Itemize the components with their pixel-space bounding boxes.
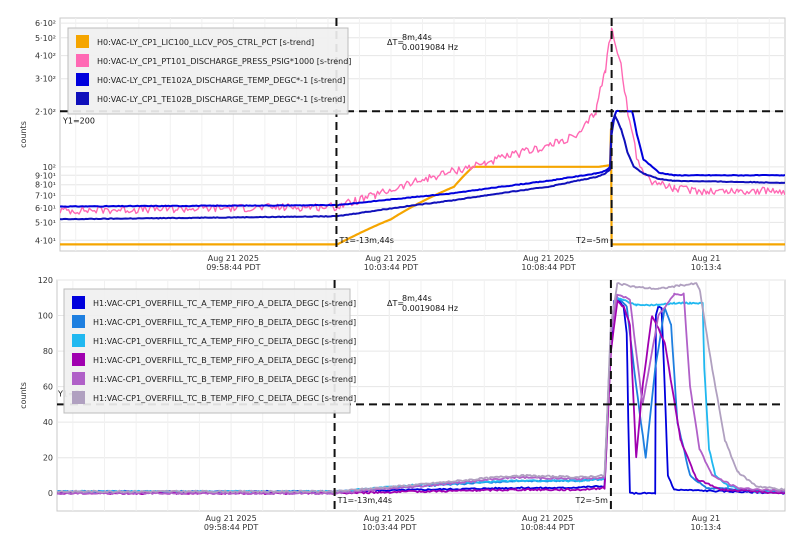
x-tick-label: 10:03:44 PDT <box>362 523 416 532</box>
legend-entry: H1:VAC-CP1_OVERFILL_TC_B_TEMP_FIFO_A_DEL… <box>93 356 356 365</box>
legend-swatch <box>72 372 85 385</box>
cursor-t2-label: T2=-5m <box>574 496 608 505</box>
cursor-y1-label: Y1=200 <box>62 116 95 125</box>
legend-entry: H1:VAC-CP1_OVERFILL_TC_B_TEMP_FIFO_C_DEL… <box>93 394 356 403</box>
y-tick-label: 80 <box>43 347 53 356</box>
legend-box <box>63 288 351 414</box>
legend-swatch <box>72 391 85 404</box>
y-tick-label: 5·10² <box>35 34 56 43</box>
x-tick-label: 10:03:44 PDT <box>364 263 418 272</box>
cursor-t2-label: T2=-5m <box>575 236 609 245</box>
delta-t-value: 8m,44s <box>402 294 432 303</box>
y-tick-label: 6·10¹ <box>35 204 56 213</box>
y-tick-label: 60 <box>43 383 53 392</box>
legend-entry: H0:VAC-LY_CP1_LIC100_LLCV_POS_CTRL_PCT [… <box>97 38 314 47</box>
delta-t-label: ΔT= <box>387 38 404 47</box>
x-tick-label: Aug 21 2025 <box>205 514 256 523</box>
legend-swatch <box>72 315 85 328</box>
legend-swatch <box>72 353 85 366</box>
y-tick-label: 10² <box>43 163 56 172</box>
legend-entry: H0:VAC-LY_CP1_TE102A_DISCHARGE_TEMP_DEGC… <box>97 76 345 85</box>
legend-entry: H0:VAC-LY_CP1_TE102B_DISCHARGE_TEMP_DEGC… <box>97 95 345 104</box>
delta-t-value: 8m,44s <box>402 33 432 42</box>
x-tick-label: Aug 21 <box>692 254 720 263</box>
x-tick-label: Aug 21 2025 <box>364 514 415 523</box>
delta-frequency: 0.0019084 Hz <box>402 304 458 313</box>
y-tick-label: 9·10¹ <box>35 171 56 180</box>
legend-swatch <box>76 35 89 48</box>
y-tick-label: 4·10² <box>35 52 56 61</box>
delta-t-label: ΔT= <box>387 299 404 308</box>
y-tick-label: 8·10¹ <box>35 181 56 190</box>
y-tick-label: 120 <box>38 276 53 285</box>
cursor-t1-label: T1=-13m,44s <box>338 236 393 245</box>
legend-box <box>67 27 349 115</box>
legend-swatch <box>72 334 85 347</box>
legend-swatch <box>76 73 89 86</box>
y-tick-label: 4·10¹ <box>35 236 56 245</box>
series-line-4 <box>60 114 785 221</box>
legend-entry: H1:VAC-CP1_OVERFILL_TC_A_TEMP_FIFO_C_DEL… <box>93 337 356 346</box>
x-tick-label: Aug 21 2025 <box>523 254 574 263</box>
y-tick-label: 100 <box>38 312 53 321</box>
y-axis-label: counts <box>19 121 28 148</box>
series-line-2 <box>60 27 785 215</box>
series-line-6 <box>57 282 785 494</box>
series-line-3 <box>60 109 785 208</box>
cursor-t1-label: T1=-13m,44s <box>337 496 392 505</box>
y-tick-label: 5·10¹ <box>35 218 56 227</box>
y-tick-label: 3·10² <box>35 75 56 84</box>
y-tick-label: 2·10² <box>35 107 56 116</box>
y-tick-label: 7·10¹ <box>35 191 56 200</box>
legend-entry: H1:VAC-CP1_OVERFILL_TC_B_TEMP_FIFO_B_DEL… <box>93 375 356 384</box>
legend-swatch <box>72 296 85 309</box>
x-tick-label: Aug 21 2025 <box>365 254 416 263</box>
x-tick-label: 10:08:44 PDT <box>521 263 575 272</box>
x-tick-label: 09:58:44 PDT <box>206 263 260 272</box>
x-tick-label: Aug 21 2025 <box>522 514 573 523</box>
x-tick-label: Aug 21 2025 <box>208 254 259 263</box>
x-tick-label: 09:58:44 PDT <box>204 523 258 532</box>
legend-entry: H1:VAC-CP1_OVERFILL_TC_A_TEMP_FIFO_B_DEL… <box>93 318 356 327</box>
y-tick-label: 40 <box>43 418 53 427</box>
legend-entry: H0:VAC-LY_CP1_PT101_DISCHARGE_PRESS_PSIG… <box>97 57 351 66</box>
legend-swatch <box>76 54 89 67</box>
legend-entry: H1:VAC-CP1_OVERFILL_TC_A_TEMP_FIFO_A_DEL… <box>93 299 356 308</box>
delta-frequency: 0.0019084 Hz <box>402 43 458 52</box>
x-tick-label: Aug 21 <box>692 514 720 523</box>
series-line-5 <box>57 292 785 496</box>
y-tick-label: 20 <box>43 454 53 463</box>
y-tick-label: 0 <box>48 489 53 498</box>
y-tick-label: 6·10² <box>35 19 56 28</box>
series-line-1 <box>60 128 785 246</box>
legend-swatch <box>76 92 89 105</box>
x-tick-label: 10:08:44 PDT <box>520 523 574 532</box>
x-tick-label: 10:13:4 <box>690 523 721 532</box>
y-axis-label: counts <box>19 382 28 409</box>
x-tick-label: 10:13:4 <box>691 263 722 272</box>
